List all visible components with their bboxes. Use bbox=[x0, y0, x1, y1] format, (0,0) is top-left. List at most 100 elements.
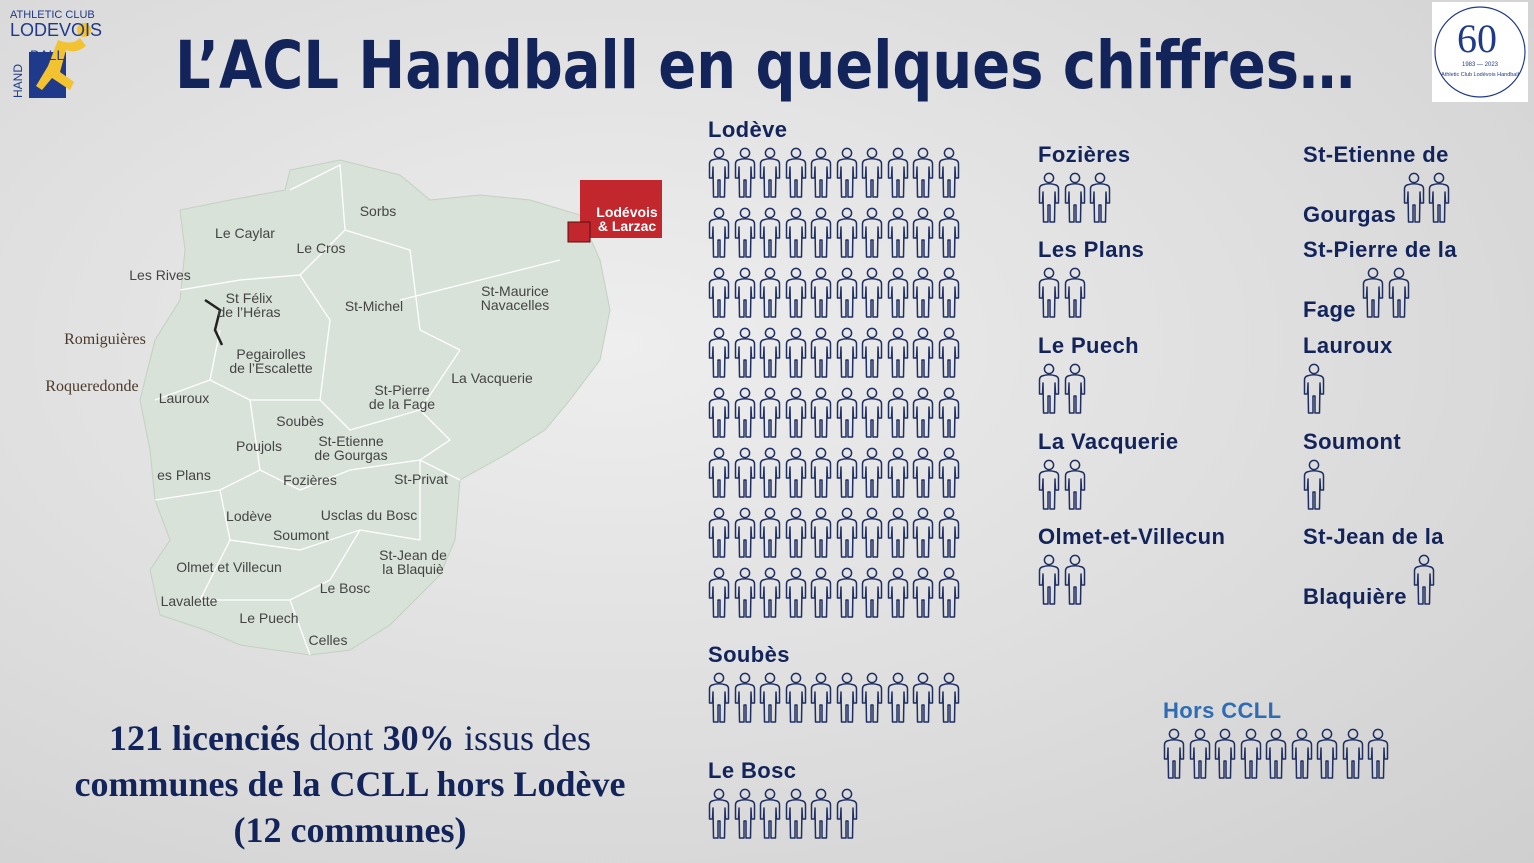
logo-number: 60 bbox=[1457, 16, 1497, 61]
person-icon bbox=[1038, 172, 1060, 224]
person-icon bbox=[734, 567, 756, 619]
map-label: Usclas du Bosc bbox=[321, 507, 417, 523]
map-label: Le Puech bbox=[239, 610, 298, 626]
person-icon bbox=[1403, 172, 1425, 224]
icon-group bbox=[1303, 459, 1483, 519]
icon-group bbox=[708, 788, 968, 848]
person-icon bbox=[1064, 459, 1086, 511]
person-icon bbox=[861, 447, 883, 499]
logo-text: 1983 — 2023 bbox=[1462, 62, 1499, 68]
icon-group bbox=[1038, 363, 1258, 423]
commune-group: Hors CCLL bbox=[1163, 693, 1423, 788]
map-label: Le Cros bbox=[296, 240, 345, 256]
commune-group: Le Puech bbox=[1038, 328, 1258, 423]
person-icon bbox=[912, 567, 934, 619]
commune-name: La Vacquerie bbox=[1038, 429, 1179, 454]
person-icon bbox=[887, 267, 909, 319]
person-icon bbox=[734, 507, 756, 559]
club-logo: ATHLETIC CLUB LODEVOIS HAND BALL bbox=[10, 9, 102, 98]
map: Lodévois& Larzac Sorbs Le Caylar Le Cros Le… bbox=[45, 159, 662, 656]
person-icon bbox=[1089, 172, 1111, 224]
person-icon bbox=[861, 507, 883, 559]
commune-group: Soumont bbox=[1303, 424, 1483, 519]
person-icon bbox=[708, 567, 730, 619]
commune-name: Hors CCLL bbox=[1163, 698, 1282, 723]
map-label: St-Etienne bbox=[318, 433, 384, 449]
person-icon bbox=[785, 387, 807, 439]
person-icon bbox=[1342, 728, 1364, 780]
person-icon bbox=[810, 788, 832, 840]
person-icon bbox=[810, 267, 832, 319]
person-icon bbox=[887, 387, 909, 439]
person-icon bbox=[836, 672, 858, 724]
person-icon bbox=[887, 147, 909, 199]
map-label: Soumont bbox=[273, 527, 329, 543]
person-icon bbox=[810, 672, 832, 724]
person-icon bbox=[759, 327, 781, 379]
icon-group bbox=[708, 147, 968, 627]
person-icon bbox=[785, 507, 807, 559]
map-label: St-Pierre bbox=[374, 382, 429, 398]
person-icon bbox=[912, 507, 934, 559]
map-label: Les Rives bbox=[129, 267, 190, 283]
person-icon bbox=[708, 327, 730, 379]
person-icon bbox=[1038, 363, 1060, 415]
map-label: St-Michel bbox=[345, 298, 403, 314]
map-label: Navacelles bbox=[481, 297, 549, 313]
person-icon bbox=[1038, 554, 1060, 606]
person-icon bbox=[1214, 728, 1236, 780]
map-label: Sorbs bbox=[360, 203, 397, 219]
person-icon bbox=[912, 447, 934, 499]
person-icon bbox=[785, 788, 807, 840]
map-label: Roqueredonde bbox=[45, 378, 138, 395]
commune-group: Olmet-et-Villecun bbox=[1038, 519, 1268, 614]
icon-group bbox=[1038, 172, 1258, 232]
map-label: Celles bbox=[309, 632, 348, 648]
map-logo-text: Lodévois bbox=[596, 204, 658, 220]
slide-title: L’ACL Handball en quelques chiffres… bbox=[175, 27, 1355, 104]
commune-name: Olmet-et-Villecun bbox=[1038, 524, 1226, 549]
summary-line: communes de la CCLL hors Lodève bbox=[20, 761, 680, 807]
person-icon bbox=[1316, 728, 1338, 780]
person-icon bbox=[1388, 267, 1410, 319]
person-icon bbox=[912, 267, 934, 319]
commune-group: St-Jean de la Blaquière bbox=[1303, 519, 1483, 614]
person-icon bbox=[759, 147, 781, 199]
person-icon bbox=[785, 447, 807, 499]
map-label: Poujols bbox=[236, 438, 282, 454]
map-label: Lauroux bbox=[159, 390, 210, 406]
summary-text: issus des bbox=[463, 718, 592, 758]
person-icon bbox=[861, 672, 883, 724]
person-icon bbox=[836, 387, 858, 439]
person-icon bbox=[938, 267, 960, 319]
commune-group: Lauroux bbox=[1303, 328, 1483, 423]
icon-group bbox=[1038, 459, 1258, 519]
person-icon bbox=[887, 567, 909, 619]
person-icon bbox=[785, 327, 807, 379]
person-icon bbox=[734, 788, 756, 840]
person-icon bbox=[759, 788, 781, 840]
person-icon bbox=[836, 147, 858, 199]
map-label: Romiguières bbox=[64, 331, 146, 348]
person-icon bbox=[734, 147, 756, 199]
person-icon bbox=[1265, 728, 1287, 780]
person-icon bbox=[1291, 728, 1313, 780]
person-icon bbox=[912, 207, 934, 259]
person-icon bbox=[938, 507, 960, 559]
commune-name: Soumont bbox=[1303, 429, 1402, 454]
map-label: Pegairolles bbox=[236, 346, 305, 362]
person-icon bbox=[759, 267, 781, 319]
person-icon bbox=[861, 387, 883, 439]
person-icon bbox=[938, 447, 960, 499]
person-icon bbox=[1038, 459, 1060, 511]
person-icon bbox=[708, 672, 730, 724]
person-icon bbox=[734, 387, 756, 439]
summary-text: communes de la CCLL hors Lodève bbox=[74, 764, 626, 804]
map-label: es Plans bbox=[157, 467, 211, 483]
person-icon bbox=[785, 672, 807, 724]
person-icon bbox=[912, 147, 934, 199]
commune-group: St-Pierre de la Fage bbox=[1303, 232, 1483, 327]
summary-text: dont bbox=[309, 718, 374, 758]
person-icon bbox=[759, 447, 781, 499]
person-icon bbox=[1240, 728, 1262, 780]
